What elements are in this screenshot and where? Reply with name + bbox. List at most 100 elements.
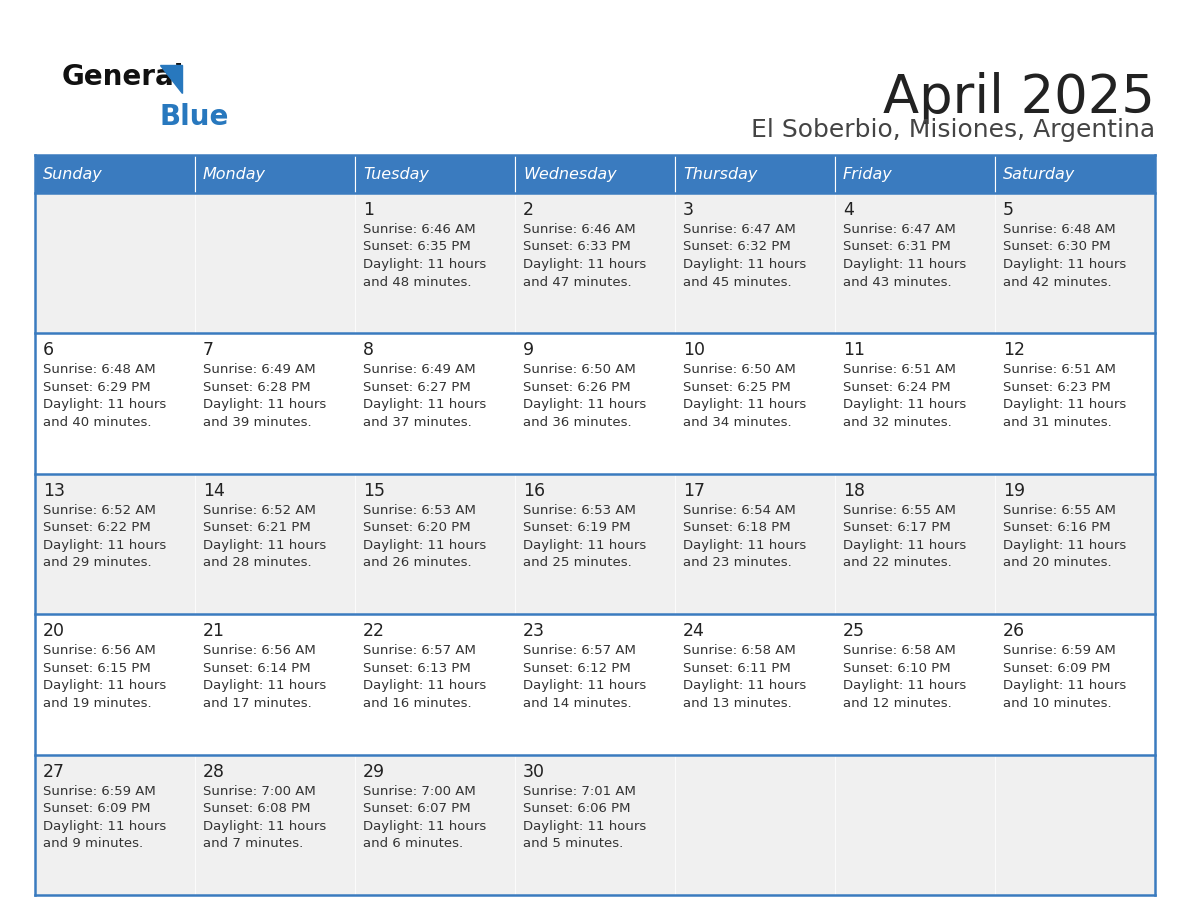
Text: Daylight: 11 hours: Daylight: 11 hours	[43, 679, 166, 692]
Text: Sunrise: 6:52 AM: Sunrise: 6:52 AM	[43, 504, 156, 517]
Text: Sunset: 6:15 PM: Sunset: 6:15 PM	[43, 662, 151, 675]
FancyBboxPatch shape	[34, 155, 195, 193]
Text: Sunset: 6:18 PM: Sunset: 6:18 PM	[683, 521, 791, 534]
Text: 5: 5	[1003, 201, 1015, 219]
Text: Sunrise: 6:57 AM: Sunrise: 6:57 AM	[523, 644, 636, 657]
Text: Daylight: 11 hours: Daylight: 11 hours	[683, 679, 807, 692]
FancyBboxPatch shape	[355, 333, 516, 474]
Text: and 22 minutes.: and 22 minutes.	[843, 556, 952, 569]
Text: Saturday: Saturday	[1003, 166, 1075, 182]
FancyBboxPatch shape	[355, 155, 516, 193]
Text: 10: 10	[683, 341, 704, 360]
Text: Daylight: 11 hours: Daylight: 11 hours	[364, 820, 486, 833]
Text: and 23 minutes.: and 23 minutes.	[683, 556, 791, 569]
Text: Sunset: 6:08 PM: Sunset: 6:08 PM	[203, 802, 310, 815]
Text: Sunrise: 6:49 AM: Sunrise: 6:49 AM	[364, 364, 475, 376]
Text: Sunrise: 6:49 AM: Sunrise: 6:49 AM	[203, 364, 316, 376]
Text: Daylight: 11 hours: Daylight: 11 hours	[843, 258, 966, 271]
Text: 6: 6	[43, 341, 55, 360]
Text: Daylight: 11 hours: Daylight: 11 hours	[843, 679, 966, 692]
Text: Daylight: 11 hours: Daylight: 11 hours	[843, 398, 966, 411]
Text: 13: 13	[43, 482, 65, 499]
Text: Wednesday: Wednesday	[523, 166, 617, 182]
Text: and 17 minutes.: and 17 minutes.	[203, 697, 311, 710]
Text: 21: 21	[203, 622, 225, 640]
Text: Sunset: 6:24 PM: Sunset: 6:24 PM	[843, 381, 950, 394]
Text: and 36 minutes.: and 36 minutes.	[523, 416, 632, 429]
FancyBboxPatch shape	[996, 333, 1155, 474]
Text: Sunset: 6:09 PM: Sunset: 6:09 PM	[1003, 662, 1111, 675]
Text: General: General	[62, 63, 184, 91]
FancyBboxPatch shape	[355, 614, 516, 755]
Text: and 10 minutes.: and 10 minutes.	[1003, 697, 1112, 710]
Polygon shape	[160, 65, 182, 93]
Text: Sunrise: 6:58 AM: Sunrise: 6:58 AM	[843, 644, 956, 657]
Text: 1: 1	[364, 201, 374, 219]
Text: Sunrise: 6:55 AM: Sunrise: 6:55 AM	[843, 504, 956, 517]
Text: Daylight: 11 hours: Daylight: 11 hours	[43, 398, 166, 411]
Text: 30: 30	[523, 763, 545, 780]
Text: Sunset: 6:35 PM: Sunset: 6:35 PM	[364, 241, 470, 253]
Text: and 20 minutes.: and 20 minutes.	[1003, 556, 1112, 569]
Text: 11: 11	[843, 341, 865, 360]
Text: Daylight: 11 hours: Daylight: 11 hours	[683, 398, 807, 411]
Text: Sunrise: 6:46 AM: Sunrise: 6:46 AM	[523, 223, 636, 236]
Text: Sunset: 6:28 PM: Sunset: 6:28 PM	[203, 381, 310, 394]
FancyBboxPatch shape	[34, 333, 195, 474]
FancyBboxPatch shape	[996, 614, 1155, 755]
Text: Daylight: 11 hours: Daylight: 11 hours	[1003, 398, 1126, 411]
Text: Daylight: 11 hours: Daylight: 11 hours	[203, 820, 327, 833]
FancyBboxPatch shape	[996, 193, 1155, 333]
Text: and 39 minutes.: and 39 minutes.	[203, 416, 311, 429]
Text: Sunrise: 6:58 AM: Sunrise: 6:58 AM	[683, 644, 796, 657]
Text: Friday: Friday	[843, 166, 892, 182]
Text: Blue: Blue	[160, 103, 229, 131]
FancyBboxPatch shape	[835, 333, 996, 474]
Text: Daylight: 11 hours: Daylight: 11 hours	[364, 258, 486, 271]
Text: and 45 minutes.: and 45 minutes.	[683, 275, 791, 288]
Text: and 40 minutes.: and 40 minutes.	[43, 416, 152, 429]
Text: El Soberbio, Misiones, Argentina: El Soberbio, Misiones, Argentina	[751, 118, 1155, 142]
Text: 2: 2	[523, 201, 533, 219]
FancyBboxPatch shape	[516, 193, 675, 333]
Text: Daylight: 11 hours: Daylight: 11 hours	[523, 820, 646, 833]
Text: 22: 22	[364, 622, 385, 640]
Text: Sunrise: 6:53 AM: Sunrise: 6:53 AM	[523, 504, 636, 517]
Text: Daylight: 11 hours: Daylight: 11 hours	[43, 820, 166, 833]
Text: and 19 minutes.: and 19 minutes.	[43, 697, 152, 710]
FancyBboxPatch shape	[516, 614, 675, 755]
Text: 27: 27	[43, 763, 65, 780]
FancyBboxPatch shape	[996, 155, 1155, 193]
Text: Sunrise: 6:57 AM: Sunrise: 6:57 AM	[364, 644, 476, 657]
Text: April 2025: April 2025	[883, 72, 1155, 124]
Text: Sunrise: 6:55 AM: Sunrise: 6:55 AM	[1003, 504, 1116, 517]
Text: and 29 minutes.: and 29 minutes.	[43, 556, 152, 569]
Text: 7: 7	[203, 341, 214, 360]
Text: 8: 8	[364, 341, 374, 360]
FancyBboxPatch shape	[34, 193, 195, 333]
Text: Sunrise: 6:48 AM: Sunrise: 6:48 AM	[43, 364, 156, 376]
Text: Sunrise: 6:51 AM: Sunrise: 6:51 AM	[843, 364, 956, 376]
Text: and 9 minutes.: and 9 minutes.	[43, 837, 143, 850]
Text: Sunset: 6:14 PM: Sunset: 6:14 PM	[203, 662, 310, 675]
Text: Sunrise: 7:00 AM: Sunrise: 7:00 AM	[203, 785, 316, 798]
Text: Sunset: 6:22 PM: Sunset: 6:22 PM	[43, 521, 151, 534]
Text: Daylight: 11 hours: Daylight: 11 hours	[43, 539, 166, 552]
Text: and 7 minutes.: and 7 minutes.	[203, 837, 303, 850]
Text: Sunrise: 6:59 AM: Sunrise: 6:59 AM	[43, 785, 156, 798]
Text: Sunset: 6:06 PM: Sunset: 6:06 PM	[523, 802, 631, 815]
Text: Daylight: 11 hours: Daylight: 11 hours	[1003, 258, 1126, 271]
Text: Monday: Monday	[203, 166, 266, 182]
FancyBboxPatch shape	[34, 474, 195, 614]
Text: and 43 minutes.: and 43 minutes.	[843, 275, 952, 288]
Text: Daylight: 11 hours: Daylight: 11 hours	[843, 539, 966, 552]
Text: Sunrise: 6:59 AM: Sunrise: 6:59 AM	[1003, 644, 1116, 657]
Text: Daylight: 11 hours: Daylight: 11 hours	[364, 398, 486, 411]
Text: Sunset: 6:07 PM: Sunset: 6:07 PM	[364, 802, 470, 815]
Text: and 26 minutes.: and 26 minutes.	[364, 556, 472, 569]
Text: and 16 minutes.: and 16 minutes.	[364, 697, 472, 710]
Text: 4: 4	[843, 201, 854, 219]
FancyBboxPatch shape	[835, 474, 996, 614]
Text: Sunset: 6:09 PM: Sunset: 6:09 PM	[43, 802, 151, 815]
FancyBboxPatch shape	[996, 755, 1155, 895]
